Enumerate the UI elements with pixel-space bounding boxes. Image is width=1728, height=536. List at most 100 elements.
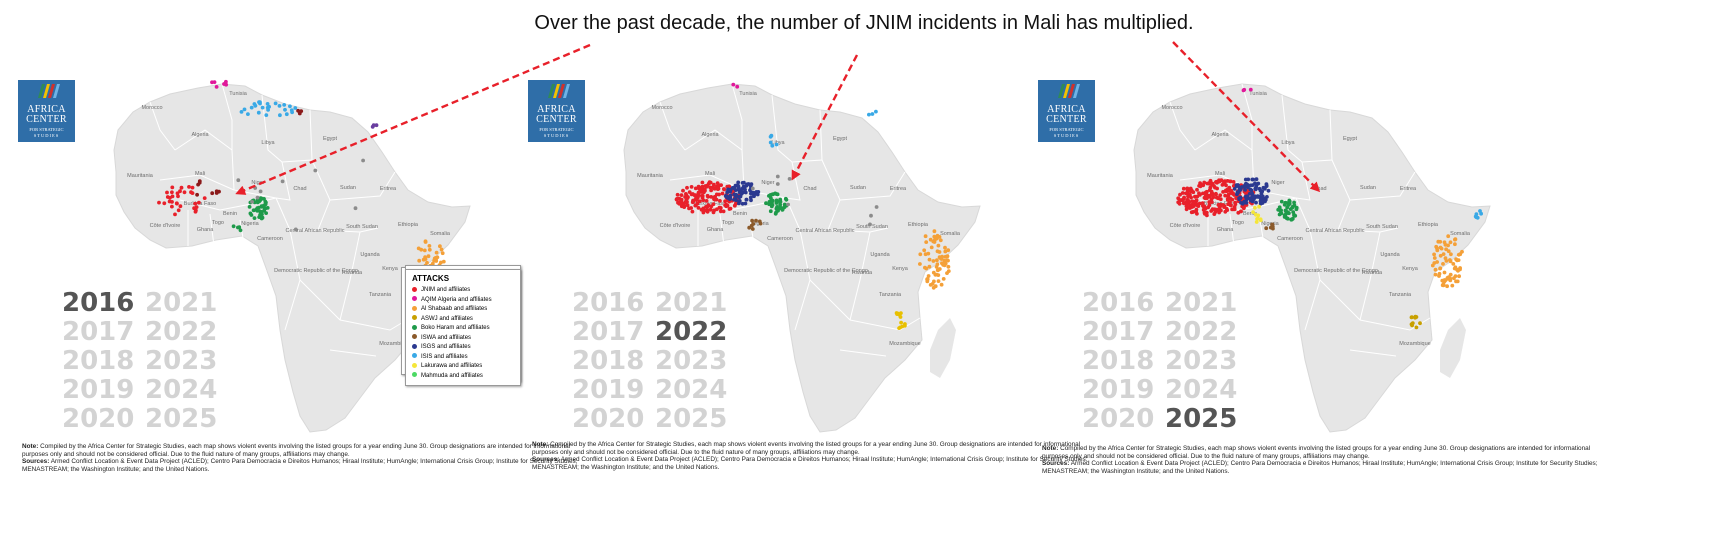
- incident-dot: [749, 198, 753, 203]
- incident-dot: [1277, 205, 1282, 210]
- incident-dot: [935, 258, 939, 263]
- year-2020: 2020: [1082, 404, 1155, 434]
- incident-dot: [784, 197, 789, 202]
- country-label: Rwanda: [1362, 270, 1383, 276]
- country-label: Rwanda: [342, 270, 363, 276]
- incident-dot: [416, 246, 421, 251]
- incident-dot: [1432, 252, 1436, 257]
- incident-dot: [774, 210, 778, 215]
- incident-dot: [1188, 206, 1192, 210]
- incident-dot: [259, 210, 264, 215]
- note-text: Compiled by the Africa Center for Strate…: [532, 441, 1081, 456]
- incident-dot: [278, 113, 282, 118]
- incident-dot: [939, 282, 944, 287]
- year-2025: 2025: [1165, 404, 1238, 434]
- incident-dot: [1243, 188, 1247, 192]
- incident-dot: [1450, 283, 1455, 288]
- incident-dot: [770, 200, 774, 205]
- sources-text: Armed Conflict Location & Event Data Pro…: [532, 456, 1088, 471]
- incident-dot: [708, 207, 713, 212]
- legend-item: Lakurawa and affiliates: [412, 362, 515, 372]
- incident-dot: [296, 108, 300, 113]
- incident-dot: [1184, 202, 1189, 207]
- incident-dot: [935, 268, 940, 272]
- incident-dot: [353, 206, 358, 211]
- arrow-to-mali-2025: [1172, 41, 1321, 193]
- year-2017: 2017: [62, 317, 135, 347]
- incident-dot: [1454, 279, 1458, 284]
- incident-dot: [190, 185, 195, 190]
- incident-dot: [1244, 182, 1249, 186]
- year-2021: 2021: [1165, 288, 1238, 318]
- africa-map: Morocco Tunisia Algeria Libya Egypt Mauritani…: [623, 82, 981, 433]
- incident-dot: [1248, 87, 1253, 92]
- incident-dot: [925, 279, 930, 284]
- incident-dot: [679, 193, 684, 198]
- incident-dot: [740, 187, 744, 191]
- year-2016: 2016: [1082, 288, 1155, 318]
- incident-dot: [210, 80, 214, 85]
- country-label: Central African Republic: [1305, 228, 1364, 234]
- incident-dot: [288, 104, 292, 109]
- country-border: [1281, 94, 1303, 163]
- legend-item: Al Shabaab and affiliates: [412, 305, 515, 315]
- incident-dot: [1198, 184, 1203, 189]
- incident-dot: [1223, 179, 1227, 184]
- incident-dot: [1251, 210, 1255, 215]
- incident-dot: [774, 142, 779, 147]
- incident-dot: [1443, 256, 1448, 261]
- incident-dot: [734, 192, 738, 197]
- incident-dot: [439, 260, 443, 265]
- country-label: South Sudan: [856, 224, 888, 230]
- country-border: [1359, 317, 1431, 331]
- incident-dot: [1263, 197, 1268, 202]
- country-border: [1194, 129, 1253, 151]
- country-label: Uganda: [360, 252, 380, 258]
- incident-dot: [775, 182, 780, 186]
- incident-dot: [711, 210, 716, 215]
- incident-dot: [282, 103, 287, 107]
- incident-dot: [750, 218, 754, 223]
- incident-dot: [1437, 271, 1442, 276]
- incident-dot: [903, 322, 907, 326]
- incident-dot: [252, 102, 257, 106]
- incident-dot: [1438, 245, 1443, 250]
- incident-dot: [263, 202, 268, 207]
- incident-dot: [936, 243, 941, 248]
- incident-dot: [709, 188, 713, 193]
- incident-dot: [1414, 325, 1419, 330]
- incident-dot: [696, 190, 701, 195]
- year-2019: 2019: [62, 375, 135, 405]
- incident-dot: [743, 201, 748, 206]
- incident-dot: [423, 257, 428, 261]
- country-border: [1295, 161, 1311, 201]
- legend-item: AQIM Algeria and affiliates: [412, 296, 515, 306]
- incident-dot: [1247, 192, 1252, 196]
- incident-dot: [439, 247, 444, 252]
- incident-dot: [1248, 183, 1253, 188]
- incident-dot: [1228, 179, 1233, 184]
- incident-dot: [1221, 190, 1225, 194]
- country-label: Mozambique: [379, 341, 411, 347]
- country-label: Chad: [803, 186, 816, 192]
- incident-dot: [754, 218, 758, 223]
- country-label: Morocco: [1161, 105, 1182, 111]
- incident-dot: [782, 205, 787, 210]
- incident-dot: [727, 207, 732, 211]
- country-label: Democratic Republic of the Congo: [1294, 268, 1378, 274]
- country-border: [794, 279, 811, 331]
- incident-dot: [242, 107, 247, 112]
- incident-dot: [934, 265, 939, 269]
- arrow-to-mali-2016: [235, 43, 591, 195]
- country-border: [209, 213, 215, 247]
- incident-dot: [1210, 200, 1214, 205]
- incident-dot: [1453, 274, 1458, 278]
- incident-dot: [1283, 200, 1288, 205]
- legend-label: ASWJ and affiliates: [421, 315, 473, 322]
- incident-dot: [737, 195, 742, 200]
- incident-dot: [1455, 267, 1459, 272]
- incident-dot: [1194, 202, 1199, 207]
- incident-dot: [1435, 260, 1439, 264]
- country-label: Niger: [251, 180, 264, 186]
